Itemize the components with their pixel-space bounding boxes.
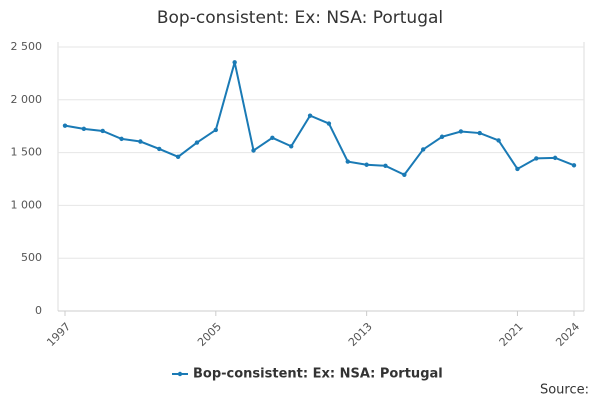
data-point (383, 163, 388, 168)
data-point (515, 166, 520, 172)
data-point (119, 136, 124, 142)
data-point (232, 60, 237, 65)
legend-label: Bop-consistent: Ex: NSA: Portugal (193, 367, 443, 382)
x-tick-label: 1997 (44, 320, 73, 349)
y-tick-label: 2 000 (11, 93, 43, 106)
data-point (326, 121, 332, 126)
data-point (439, 134, 445, 139)
data-point (402, 172, 407, 177)
x-tick-label: 2005 (195, 320, 224, 349)
data-point (552, 155, 558, 161)
data-point (420, 147, 426, 152)
data-point (213, 127, 219, 133)
y-tick-label: 1 000 (11, 198, 43, 211)
data-point (270, 135, 275, 141)
data-point (100, 128, 105, 134)
y-tick-label: 1 500 (11, 146, 43, 159)
data-point (364, 162, 369, 167)
data-point (175, 154, 181, 160)
data-point (157, 146, 162, 152)
y-tick-label: 500 (21, 251, 42, 264)
chart-title: Bop-consistent: Ex: NSA: Portugal (157, 8, 443, 28)
x-tick-label: 2024 (553, 320, 582, 349)
x-tick-label: 2013 (346, 320, 375, 349)
data-point (81, 126, 87, 132)
x-tick-label: 2021 (497, 320, 526, 349)
series-line (64, 62, 575, 177)
data-point (62, 123, 68, 128)
data-point (477, 130, 482, 136)
data-point (307, 113, 313, 118)
data-point (194, 140, 200, 145)
y-tick-label: 0 (35, 304, 42, 317)
data-point (345, 159, 350, 164)
data-point (534, 156, 539, 161)
data-point (251, 148, 256, 153)
data-point (138, 139, 143, 144)
data-point (571, 163, 577, 168)
data-point (458, 129, 464, 134)
legend-marker (177, 371, 183, 377)
data-point (496, 138, 501, 143)
source: Source: (540, 383, 589, 398)
y-tick-label: 2 500 (11, 40, 43, 53)
data-point (289, 144, 294, 149)
